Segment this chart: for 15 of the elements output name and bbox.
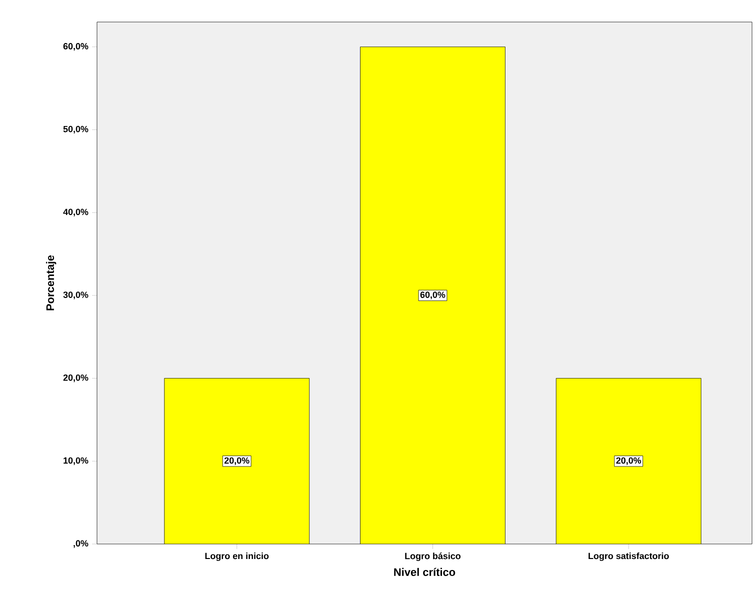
- x-tick-label: Logro básico: [405, 552, 461, 561]
- x-tick-label: Logro satisfactorio: [588, 552, 669, 561]
- y-tick-label: 50,0%: [63, 126, 88, 134]
- y-tick-label: 10,0%: [64, 457, 88, 465]
- y-tick-label: 40,0%: [63, 208, 88, 216]
- data-label: 20,0%: [616, 457, 642, 465]
- x-axis-title: Nivel crítico: [394, 568, 456, 576]
- y-tick-label: 20,0%: [63, 374, 88, 382]
- y-tick-label: ,0%: [74, 540, 88, 548]
- y-tick-label: 30,0%: [63, 292, 88, 300]
- data-label: 20,0%: [224, 457, 250, 465]
- y-tick-label: 60,0%: [63, 43, 88, 51]
- data-label: 60,0%: [420, 292, 446, 300]
- y-axis-title: Porcentaje: [46, 255, 56, 310]
- x-tick-label: Logro en inicio: [205, 552, 269, 561]
